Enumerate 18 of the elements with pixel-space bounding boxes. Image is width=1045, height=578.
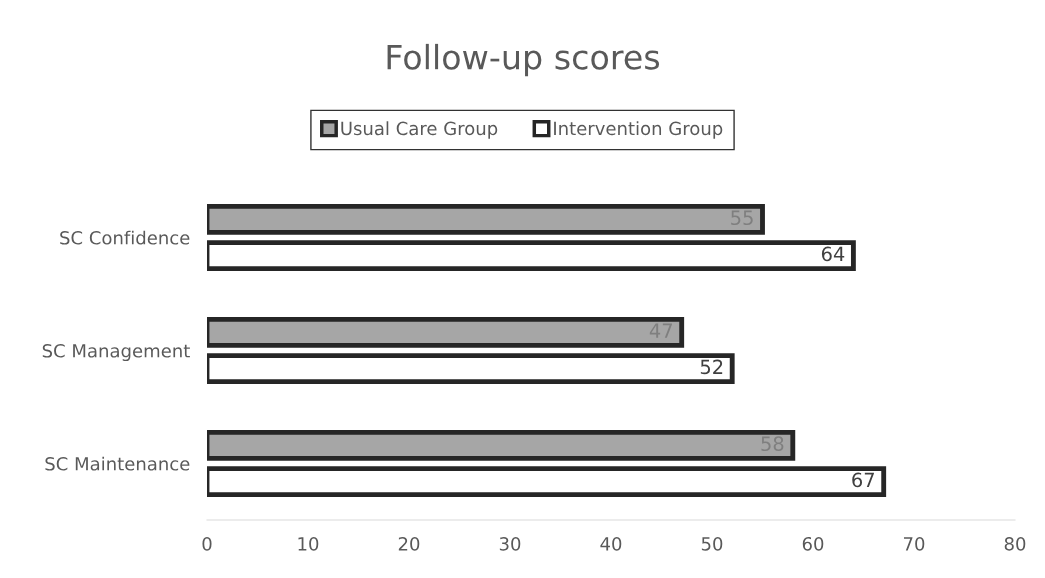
x-tick-label: 0 xyxy=(202,536,212,551)
data-label: 67 xyxy=(852,472,874,488)
x-tick-label: 10 xyxy=(298,536,319,551)
x-tick-label: 80 xyxy=(1004,536,1026,551)
legend-label: Usual Care Group xyxy=(341,121,498,139)
x-tick-label: 60 xyxy=(802,536,824,551)
chart-title: Follow-up scores xyxy=(387,43,660,77)
x-tick-label: 20 xyxy=(398,536,420,551)
data-label: 64 xyxy=(821,246,845,262)
x-tick-label: 40 xyxy=(600,536,622,551)
x-tick-label: 50 xyxy=(701,536,723,551)
legend-label: Intervention Group xyxy=(554,121,723,139)
x-tick-label: 30 xyxy=(499,536,521,551)
data-label: 52 xyxy=(700,359,723,375)
y-tick-label: SC Confidence xyxy=(60,230,190,245)
y-tick-label: SC Maintenance xyxy=(45,456,190,471)
x-tick-label: 70 xyxy=(903,536,925,551)
y-tick-label: SC Management xyxy=(42,343,190,362)
